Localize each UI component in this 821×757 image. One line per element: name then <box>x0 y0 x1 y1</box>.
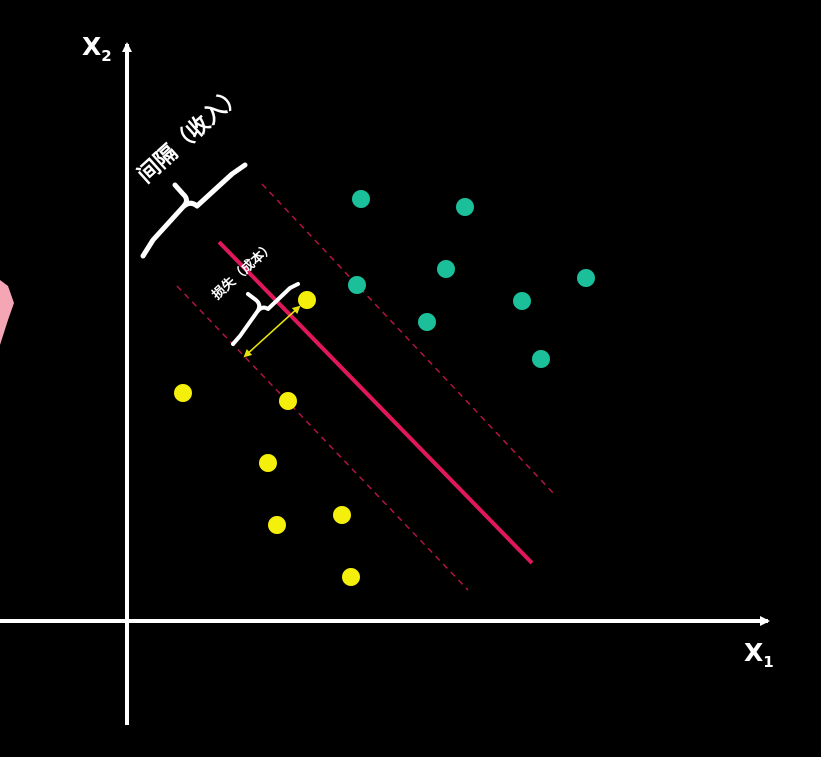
upper-margin-line <box>261 183 557 497</box>
data-point-negative <box>342 568 360 586</box>
loss-arrow <box>243 305 301 358</box>
y-axis-label: X2 <box>82 32 112 65</box>
x-axis-label: X1 <box>744 638 774 671</box>
data-point-positive <box>418 313 436 331</box>
data-point-negative <box>298 291 316 309</box>
data-point-negative <box>174 384 192 402</box>
class-positive-points <box>348 190 595 368</box>
data-point-positive <box>577 269 595 287</box>
data-point-negative <box>333 506 351 524</box>
data-point-positive <box>352 190 370 208</box>
data-point-positive <box>456 198 474 216</box>
data-point-negative <box>279 392 297 410</box>
lower-margin-line <box>176 285 469 591</box>
data-point-positive <box>532 350 550 368</box>
data-point-negative <box>259 454 277 472</box>
data-point-positive <box>348 276 366 294</box>
hyperplane <box>217 240 534 565</box>
data-point-positive <box>513 292 531 310</box>
class-negative-points <box>174 291 360 586</box>
loss-brace <box>231 282 300 346</box>
x-mark-icon <box>0 280 14 345</box>
data-point-negative <box>268 516 286 534</box>
margin-brace <box>140 162 248 259</box>
data-point-positive <box>437 260 455 278</box>
